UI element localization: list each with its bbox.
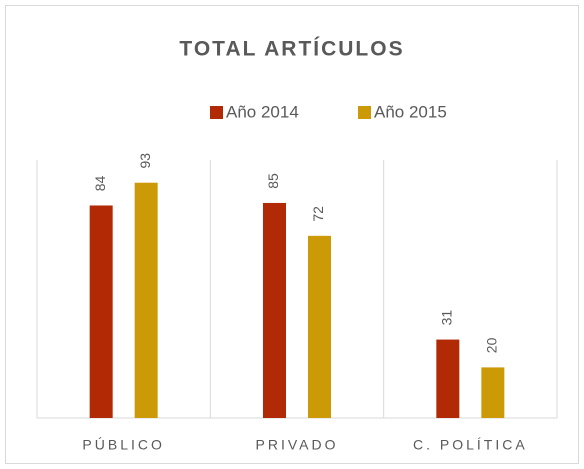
bar: [263, 202, 286, 418]
legend-swatch: [358, 106, 371, 119]
data-label: 85: [265, 173, 281, 189]
legend-label: Año 2014: [226, 102, 299, 121]
data-label: 84: [92, 175, 108, 191]
data-label: 72: [310, 206, 326, 222]
bar: [89, 205, 113, 418]
x-tick-label: C. POLÍTICA: [413, 437, 528, 453]
data-label: 20: [484, 337, 500, 353]
legend-label: Año 2015: [374, 102, 447, 121]
bar: [436, 339, 460, 418]
bar: [134, 182, 158, 418]
bar: [481, 367, 505, 418]
data-label: 31: [439, 310, 455, 326]
legend-swatch: [210, 106, 223, 119]
bar: [308, 235, 331, 418]
x-tick-label: PÚBLICO: [82, 437, 164, 453]
x-tick-label: PRIVADO: [256, 437, 339, 453]
data-label: 93: [137, 153, 153, 169]
chart-title: TOTAL ARTÍCULOS: [179, 38, 404, 61]
